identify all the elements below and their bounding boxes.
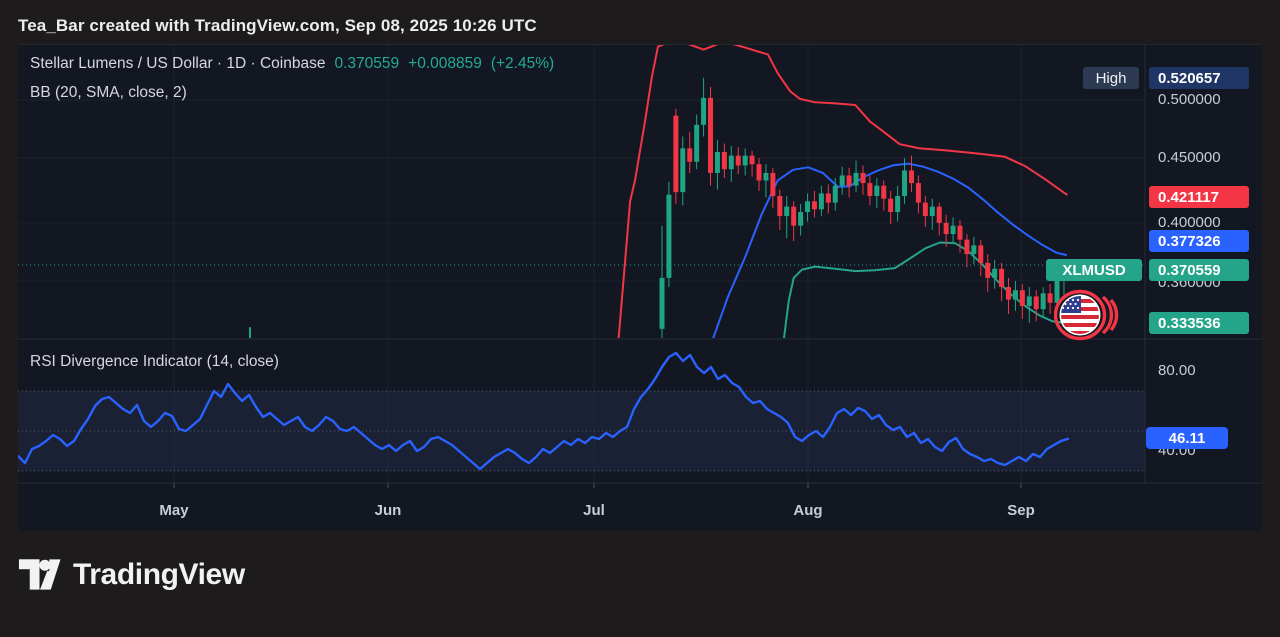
rsi-indicator-label[interactable]: RSI Divergence Indicator (14, close) bbox=[30, 353, 279, 370]
page-title: Tea_Bar created with TradingView.com, Se… bbox=[18, 16, 537, 35]
symbol-price-tag: XLMUSD bbox=[1046, 259, 1142, 281]
price-tick-0.40[interactable]: 0.400000 bbox=[1158, 214, 1221, 231]
month-label-aug[interactable]: Aug bbox=[793, 502, 823, 519]
tradingview-logo-icon bbox=[18, 559, 61, 590]
bb-basis-badge: 0.377326 bbox=[1149, 230, 1249, 252]
month-label-jun[interactable]: Jun bbox=[374, 502, 402, 519]
bb-upper-badge: 0.421117 bbox=[1149, 186, 1249, 208]
symbol-legend-row[interactable]: Stellar Lumens / US Dollar · 1D · Coinba… bbox=[30, 55, 554, 73]
price-change-pct-text: (+2.45%) bbox=[490, 55, 555, 72]
month-label-jul[interactable]: Jul bbox=[583, 502, 605, 519]
chart-legend[interactable]: Stellar Lumens / US Dollar · 1D · Coinba… bbox=[30, 55, 554, 102]
chart-canvas[interactable] bbox=[18, 45, 1262, 531]
month-label-sep[interactable]: Sep bbox=[1007, 502, 1035, 519]
month-label-may[interactable]: May bbox=[159, 502, 189, 519]
chart-container[interactable]: Stellar Lumens / US Dollar · 1D · Coinba… bbox=[18, 44, 1262, 531]
price-change-text: +0.008859 bbox=[408, 55, 482, 72]
high-marker-label: High bbox=[1083, 67, 1139, 89]
bb-indicator-label[interactable]: BB (20, SMA, close, 2) bbox=[30, 84, 187, 101]
tradingview-footer-link[interactable]: TradingView bbox=[18, 558, 245, 592]
high-marker-value: 0.520657 bbox=[1149, 67, 1249, 89]
symbol-title: Stellar Lumens / US Dollar · 1D · Coinba… bbox=[30, 55, 326, 72]
price-tick-0.50[interactable]: 0.500000 bbox=[1158, 91, 1221, 108]
bb-lower-badge: 0.333536 bbox=[1149, 312, 1249, 334]
last-price-badge: 0.370559 bbox=[1149, 259, 1249, 281]
tradingview-logo-text: TradingView bbox=[73, 558, 245, 591]
last-price-text: 0.370559 bbox=[334, 55, 400, 72]
price-tick-0.45[interactable]: 0.450000 bbox=[1158, 149, 1221, 166]
rsi-value-badge: 46.11 bbox=[1146, 427, 1228, 449]
us-flag-sticker-icon bbox=[1054, 289, 1119, 341]
rsi-tick-80[interactable]: 80.00 bbox=[1158, 362, 1196, 379]
